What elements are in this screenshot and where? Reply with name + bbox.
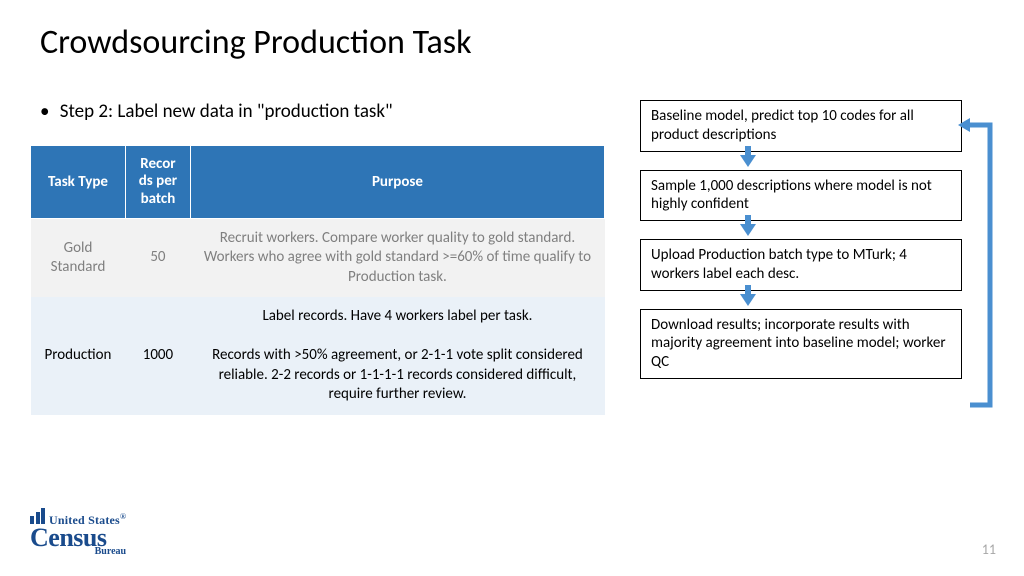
- cell-task-type: Gold Standard: [31, 218, 126, 297]
- cell-records: 1000: [125, 297, 190, 415]
- logo-bars-icon: [30, 508, 45, 524]
- census-logo: United States® Census Bureau: [30, 508, 126, 556]
- arrow-down-icon: [740, 224, 756, 236]
- flow-box: Upload Production batch type to MTurk; 4…: [640, 239, 962, 291]
- table-header: Recor ds per batch: [125, 146, 190, 219]
- cell-records: 50: [125, 218, 190, 297]
- flow-box: Sample 1,000 descriptions where model is…: [640, 170, 962, 222]
- arrow-down-icon: [740, 155, 756, 167]
- step-bullet: Step 2: Label new data in "production ta…: [40, 100, 393, 123]
- table-row: Production 1000 Label records. Have 4 wo…: [31, 297, 605, 415]
- feedback-arrow-icon: [960, 115, 1010, 445]
- cell-task-type: Production: [31, 297, 126, 415]
- flow-box: Download results; incorporate results wi…: [640, 309, 962, 379]
- cell-purpose: Recruit workers. Compare worker quality …: [190, 218, 604, 297]
- flowchart: Baseline model, predict top 10 codes for…: [640, 100, 962, 379]
- arrow-down-icon: [740, 294, 756, 306]
- table-row: Gold Standard 50 Recruit workers. Compar…: [31, 218, 605, 297]
- slide-title: Crowdsourcing Production Task: [40, 22, 472, 63]
- flow-box: Baseline model, predict top 10 codes for…: [640, 100, 962, 152]
- page-number: 11: [982, 541, 996, 558]
- task-table: Task Type Recor ds per batch Purpose Gol…: [30, 145, 605, 415]
- table-header: Task Type: [31, 146, 126, 219]
- cell-purpose: Label records. Have 4 workers label per …: [190, 297, 604, 415]
- table-header: Purpose: [190, 146, 604, 219]
